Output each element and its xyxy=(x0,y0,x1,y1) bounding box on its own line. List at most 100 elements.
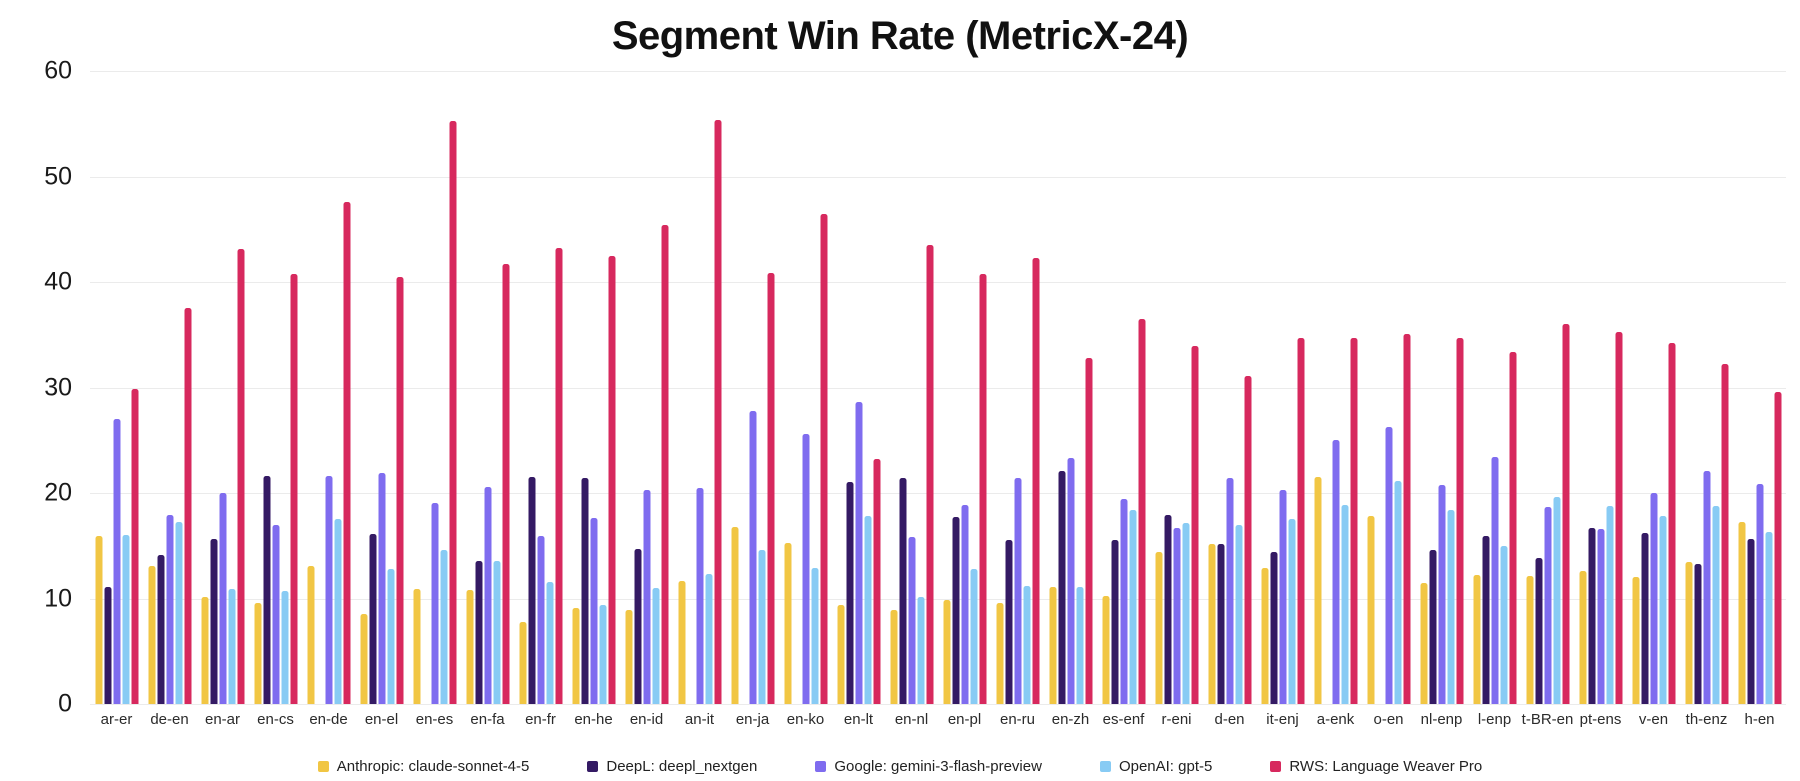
bar xyxy=(1447,509,1454,704)
bar xyxy=(1191,346,1198,704)
bar xyxy=(1270,552,1277,704)
legend: Anthropic: claude-sonnet-4-5 DeepL: deepl… xyxy=(0,758,1800,775)
x-axis-category-label: d-en xyxy=(1214,711,1245,728)
bar-group: l-enp xyxy=(1468,71,1521,728)
bar xyxy=(970,568,977,704)
bar xyxy=(1182,522,1189,704)
bar xyxy=(1491,457,1498,704)
bar xyxy=(475,560,482,704)
bar xyxy=(1535,558,1542,704)
bar xyxy=(979,273,986,704)
bar-cluster xyxy=(1049,71,1092,704)
x-axis-category-label: ar-er xyxy=(100,711,133,728)
bar xyxy=(1279,489,1286,704)
bar xyxy=(1774,391,1781,704)
bar xyxy=(1403,333,1410,704)
bar-group: en-de xyxy=(302,71,355,728)
y-axis-tick-label: 10 xyxy=(44,584,72,612)
bar xyxy=(572,608,579,704)
bar xyxy=(1297,337,1304,704)
bar xyxy=(1350,337,1357,704)
legend-item[interactable]: Anthropic: claude-sonnet-4-5 xyxy=(317,758,530,775)
bar xyxy=(1067,458,1074,704)
bar xyxy=(952,517,959,704)
bar xyxy=(767,272,774,704)
y-axis-tick-label: 40 xyxy=(44,267,72,296)
x-axis-category-label: en-zh xyxy=(1051,711,1090,728)
bar xyxy=(1579,571,1586,704)
bar xyxy=(502,264,509,704)
bar-cluster xyxy=(201,71,244,704)
bar xyxy=(519,621,526,704)
bar-cluster xyxy=(360,71,403,704)
bar xyxy=(528,477,535,704)
legend-item[interactable]: Google: gemini-3-flash-preview xyxy=(815,758,1042,775)
x-axis-category-label: pt-ens xyxy=(1579,711,1622,728)
bar xyxy=(122,535,129,704)
bar xyxy=(1164,515,1171,704)
bar xyxy=(625,610,632,704)
bar xyxy=(1756,483,1763,704)
bar xyxy=(1526,576,1533,704)
bar xyxy=(1456,337,1463,704)
bar-cluster xyxy=(466,71,509,704)
bar xyxy=(1553,497,1560,704)
bar xyxy=(1385,426,1392,704)
gridline xyxy=(90,387,1786,389)
legend-label: Anthropic: claude-sonnet-4-5 xyxy=(336,758,530,775)
bar xyxy=(237,249,244,704)
legend-item[interactable]: OpenAI: gpt-5 xyxy=(1099,758,1213,775)
legend-item[interactable]: RWS: Language Weaver Pro xyxy=(1270,758,1482,775)
bar xyxy=(608,255,615,704)
bar xyxy=(1650,493,1657,704)
bar xyxy=(1085,357,1092,704)
bar xyxy=(555,248,562,704)
bar-group: de-en xyxy=(143,71,196,728)
bar xyxy=(661,225,668,704)
bar xyxy=(1394,481,1401,704)
bar-group: es-enf xyxy=(1097,71,1150,728)
bar xyxy=(1032,257,1039,704)
bar xyxy=(219,493,226,704)
bar xyxy=(184,308,191,704)
bar xyxy=(113,419,120,704)
bar xyxy=(1597,528,1604,704)
x-axis-category-label: en-ja xyxy=(735,711,770,728)
bar xyxy=(1138,318,1145,704)
bar-cluster xyxy=(1738,71,1781,704)
bar xyxy=(325,476,332,704)
bar xyxy=(1155,552,1162,704)
bar xyxy=(175,521,182,704)
bar xyxy=(731,526,738,704)
bar-cluster xyxy=(784,71,827,704)
bar xyxy=(961,504,968,704)
bar xyxy=(290,273,297,704)
x-axis-category-label: es-enf xyxy=(1102,711,1145,728)
x-axis-category-label: en-ru xyxy=(999,711,1036,728)
bar xyxy=(334,519,341,704)
bar xyxy=(484,486,491,704)
bar xyxy=(820,214,827,704)
legend-item[interactable]: DeepL: deepl_nextgen xyxy=(587,758,757,775)
bar-cluster xyxy=(1367,71,1410,704)
bar-group: en-id xyxy=(620,71,673,728)
bar-group: nl-enp xyxy=(1415,71,1468,728)
x-axis-category-label: it-enj xyxy=(1266,711,1299,728)
bar xyxy=(1111,540,1118,704)
bar xyxy=(1208,543,1215,704)
bar-cluster xyxy=(1632,71,1675,704)
gridline xyxy=(90,282,1786,283)
bar xyxy=(758,549,765,704)
bar-cluster xyxy=(1261,71,1304,704)
bar xyxy=(201,597,208,704)
bar xyxy=(537,536,544,704)
bar-cluster xyxy=(1420,71,1463,704)
bar xyxy=(1261,567,1268,704)
bar xyxy=(1712,505,1719,704)
bar xyxy=(1235,524,1242,704)
bar-cluster xyxy=(1208,71,1251,704)
bar xyxy=(1694,563,1701,704)
bar-group: en-ko xyxy=(779,71,832,728)
legend-label: OpenAI: gpt-5 xyxy=(1118,758,1213,775)
bar xyxy=(811,567,818,704)
